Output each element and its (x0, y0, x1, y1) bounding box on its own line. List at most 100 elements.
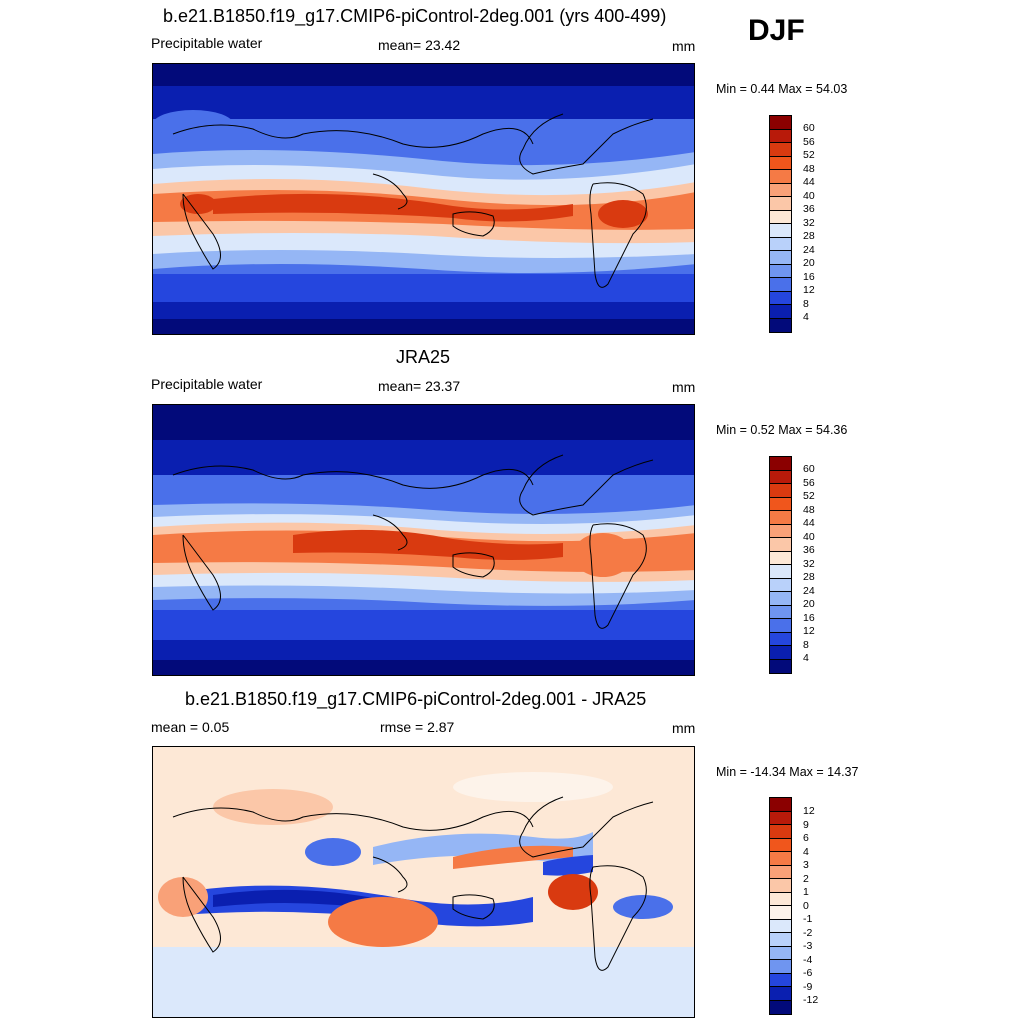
colorbar-swatch (770, 933, 791, 947)
colorbar-tick-label: 24 (803, 244, 815, 256)
colorbar-tick-label: 12 (803, 625, 815, 637)
colorbar-swatch (770, 129, 791, 143)
colorbar-swatch (770, 973, 791, 987)
colorbar-swatch (770, 1000, 791, 1014)
colorbar-tick-label: 24 (803, 585, 815, 597)
colorbar-swatch (770, 156, 791, 170)
colorbar-tick-label: 52 (803, 490, 815, 502)
colorbar-swatch (770, 592, 791, 606)
minmax-label: Min = 0.52 Max = 54.36 (716, 423, 848, 437)
panel-title: b.e21.B1850.f19_g17.CMIP6-piControl-2deg… (163, 6, 667, 26)
colorbar-swatch (770, 960, 791, 974)
colorbar-tick-label: 4 (803, 846, 809, 858)
colorbar-swatch (770, 170, 791, 184)
colorbar-tick-label: 16 (803, 612, 815, 624)
colorbar-swatch (770, 251, 791, 265)
colorbar-swatch (770, 278, 791, 292)
minmax-label: Min = 0.44 Max = 54.03 (716, 82, 848, 96)
colorbar-tick-label: 52 (803, 149, 815, 161)
variable-label: Precipitable water (151, 376, 263, 392)
colorbar-tick-label: 12 (803, 284, 815, 296)
colorbar-tick-label: 20 (803, 257, 815, 269)
colorbar-tick-label: 40 (803, 190, 815, 202)
map-model (152, 63, 695, 335)
colorbar-swatch (770, 457, 791, 471)
map-diff (152, 746, 695, 1018)
colorbar-swatch (770, 197, 791, 211)
colorbar-swatch (770, 565, 791, 579)
colorbar-tick-label: 0 (803, 900, 809, 912)
colorbar-swatch (770, 524, 791, 538)
colorbar-tick-label: 4 (803, 652, 809, 664)
colorbar-tick-label: 36 (803, 544, 815, 556)
colorbar-swatch (770, 879, 791, 893)
colorbar-swatch (770, 632, 791, 646)
colorbar-swatch (770, 538, 791, 552)
panel-title: JRA25 (396, 347, 451, 367)
colorbar-swatch (770, 578, 791, 592)
colorbar-swatch (770, 852, 791, 866)
colorbar-tick-label: 20 (803, 598, 815, 610)
colorbar-swatch (770, 183, 791, 197)
colorbar-swatch (770, 224, 791, 238)
colorbar-tick-label: 9 (803, 819, 809, 831)
colorbar-swatch (770, 497, 791, 511)
colorbar-tick-label: -12 (803, 994, 819, 1006)
colorbar-swatch (770, 605, 791, 619)
colorbar-swatch (770, 825, 791, 839)
mean-label: mean= 23.42 (378, 37, 461, 53)
colorbar-swatch (770, 116, 791, 130)
colorbar-tick-label: 28 (803, 571, 815, 583)
minmax-label: Min = -14.34 Max = 14.37 (716, 765, 859, 779)
colorbar-tick-label: 16 (803, 271, 815, 283)
colorbar-swatch (770, 838, 791, 852)
mean-label: mean= 23.37 (378, 378, 461, 394)
colorbar-tick-label: 56 (803, 136, 815, 148)
season-label: DJF (748, 14, 805, 47)
colorbar-tick-label: -6 (803, 967, 813, 979)
colorbar-tick-label: -4 (803, 954, 813, 966)
colorbar-swatch (770, 906, 791, 920)
map-obs (152, 404, 695, 676)
colorbar-tick-label: 40 (803, 531, 815, 543)
colorbar-swatch (770, 659, 791, 673)
colorbar-swatch (770, 291, 791, 305)
colorbar-tick-label: 32 (803, 558, 815, 570)
colorbar-tick-label: -3 (803, 940, 813, 952)
colorbar-tick-label: -2 (803, 927, 813, 939)
colorbar-swatch (770, 865, 791, 879)
colorbar-tick-label: 60 (803, 122, 815, 134)
colorbar-tick-label: 60 (803, 463, 815, 475)
colorbar-swatch (770, 210, 791, 224)
colorbar-swatch (770, 264, 791, 278)
units-label: mm (672, 379, 696, 395)
colorbar-swatch (770, 646, 791, 660)
colorbar-tick-label: 32 (803, 217, 815, 229)
colorbar-tick-label: 6 (803, 832, 809, 844)
variable-label: Precipitable water (151, 35, 263, 51)
colorbar-tick-label: 28 (803, 230, 815, 242)
colorbar-swatch (770, 946, 791, 960)
colorbar-tick-label: 3 (803, 859, 809, 871)
colorbar-tick-label: 8 (803, 298, 809, 310)
units-label: mm (672, 720, 696, 736)
colorbar-swatch (770, 892, 791, 906)
colorbar-tick-label: 4 (803, 311, 809, 323)
colorbar-obs (769, 456, 792, 674)
colorbar-tick-label: 48 (803, 504, 815, 516)
colorbar-swatch (770, 143, 791, 157)
colorbar-tick-label: 12 (803, 805, 815, 817)
colorbar-swatch (770, 237, 791, 251)
colorbar-swatch (770, 619, 791, 633)
colorbar-model (769, 115, 792, 333)
colorbar-swatch (770, 470, 791, 484)
colorbar-tick-label: 44 (803, 176, 815, 188)
colorbar-tick-label: 36 (803, 203, 815, 215)
colorbar-tick-label: 44 (803, 517, 815, 529)
colorbar-swatch (770, 305, 791, 319)
colorbar-swatch (770, 811, 791, 825)
mean-label: mean = 0.05 (151, 719, 230, 735)
colorbar-swatch (770, 919, 791, 933)
units-label: mm (672, 38, 696, 54)
colorbar-swatch (770, 484, 791, 498)
